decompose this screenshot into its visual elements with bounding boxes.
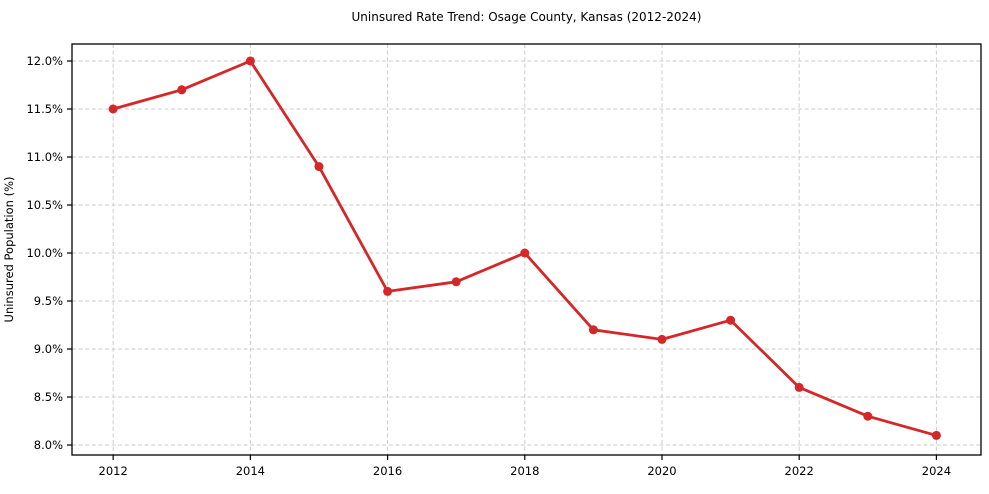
data-point — [383, 286, 393, 296]
data-point — [245, 56, 255, 66]
x-tick-label: 2012 — [99, 464, 128, 478]
x-tick-label: 2022 — [785, 464, 814, 478]
chart-title: Uninsured Rate Trend: Osage County, Kans… — [352, 10, 702, 24]
y-tick-label: 10.0% — [26, 246, 63, 260]
y-tick-label: 8.5% — [34, 390, 63, 404]
plot-border — [71, 43, 982, 456]
y-tick-label: 9.0% — [34, 342, 63, 356]
x-tick-label: 2018 — [510, 464, 539, 478]
data-point — [931, 430, 941, 440]
x-tick-label: 2024 — [922, 464, 951, 478]
data-point — [588, 325, 598, 335]
data-point — [451, 277, 461, 287]
x-tick-label: 2014 — [236, 464, 265, 478]
data-point — [314, 162, 324, 172]
y-tick-label: 12.0% — [26, 54, 63, 68]
y-tick-label: 8.0% — [34, 438, 63, 452]
y-tick-label: 11.0% — [26, 150, 63, 164]
y-tick-label: 9.5% — [34, 294, 63, 308]
data-point — [863, 411, 873, 421]
data-point — [177, 85, 187, 95]
data-point — [520, 248, 530, 258]
data-point — [794, 382, 804, 392]
y-tick-label: 11.5% — [26, 102, 63, 116]
y-axis-label: Uninsured Population (%) — [2, 177, 16, 323]
y-tick-label: 10.5% — [26, 198, 63, 212]
data-point — [657, 334, 667, 344]
x-tick-label: 2016 — [373, 464, 402, 478]
x-tick-label: 2020 — [647, 464, 676, 478]
data-point — [726, 315, 736, 325]
data-point — [108, 104, 118, 114]
